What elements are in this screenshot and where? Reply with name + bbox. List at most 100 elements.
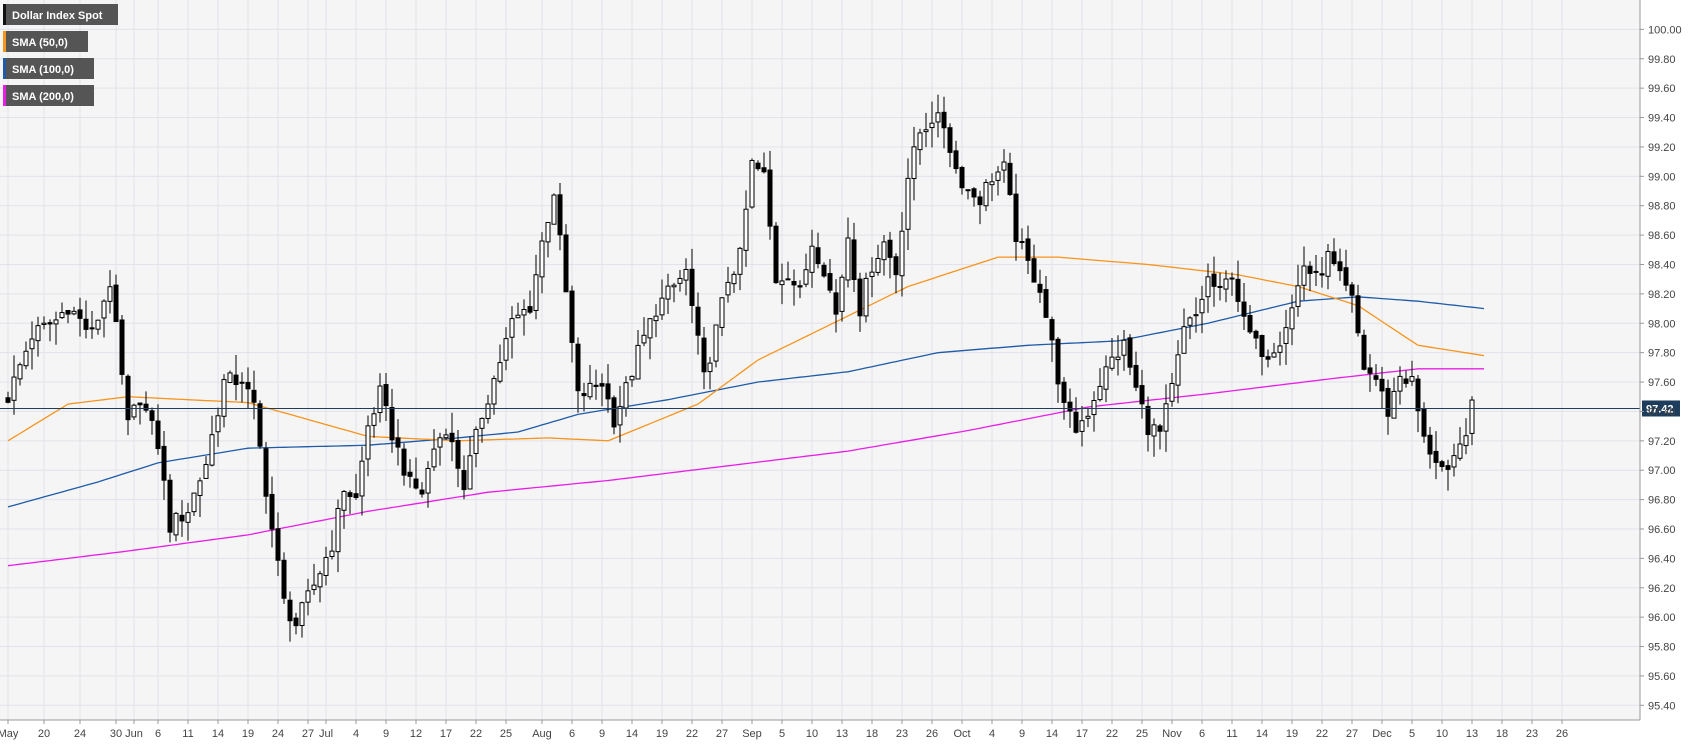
candle-body: [509, 318, 515, 338]
candle-body: [1379, 378, 1385, 392]
candle: [971, 187, 977, 207]
x-tick-label: 26: [1556, 728, 1568, 740]
candle: [581, 382, 587, 412]
x-tick-label: 6: [569, 728, 575, 740]
candle: [209, 415, 215, 467]
candle: [17, 362, 23, 386]
x-tick-label: 14: [212, 728, 224, 740]
candle: [983, 179, 989, 212]
candle: [1157, 423, 1163, 450]
candle-body: [527, 306, 533, 313]
candle: [593, 369, 599, 400]
x-tick-label: Sep: [742, 728, 762, 740]
candle: [1277, 331, 1283, 366]
x-tick-label: 17: [440, 728, 452, 740]
candle: [323, 546, 329, 586]
candle: [1337, 248, 1343, 281]
candle: [953, 140, 959, 174]
candle: [179, 500, 185, 537]
candle: [1229, 272, 1235, 296]
x-tick-label: 30: [110, 728, 122, 740]
candle: [1217, 272, 1223, 301]
candle: [923, 112, 929, 148]
candle: [1325, 244, 1331, 290]
candle: [185, 502, 191, 541]
candle-body: [311, 584, 317, 591]
x-tick-label: 25: [1136, 728, 1148, 740]
legend-item: SMA (200,0): [3, 85, 94, 106]
candle-body: [11, 376, 17, 401]
candle: [1457, 427, 1463, 461]
candle: [263, 442, 269, 514]
candle: [5, 391, 11, 404]
candle-body: [713, 324, 719, 362]
candle-body: [893, 256, 899, 276]
candle: [227, 370, 233, 384]
candle: [41, 316, 47, 330]
candle-body: [299, 602, 305, 626]
candle-body: [1247, 315, 1253, 333]
candle-body: [725, 281, 731, 296]
x-tick-label: 9: [1019, 728, 1025, 740]
x-tick-label: 11: [182, 728, 193, 740]
candle-body: [1103, 366, 1109, 390]
candle-body: [467, 455, 473, 490]
candle-body: [1061, 381, 1067, 403]
candle: [89, 310, 95, 339]
candle-body: [263, 448, 269, 497]
candle: [509, 306, 515, 359]
candle-body: [521, 309, 527, 316]
candle-body: [683, 268, 689, 281]
candle: [155, 404, 161, 455]
candle-body: [833, 292, 839, 315]
candle: [695, 292, 701, 355]
candle-body: [1211, 273, 1217, 287]
candle: [245, 367, 251, 409]
candle: [791, 269, 797, 306]
candle: [1313, 254, 1319, 286]
candle: [383, 373, 389, 422]
candle-body: [551, 194, 557, 225]
candle: [287, 591, 293, 642]
candle: [935, 94, 941, 138]
legend-item: SMA (50,0): [3, 31, 88, 52]
candle-body: [1049, 319, 1055, 341]
candle: [1433, 431, 1439, 480]
candle-body: [941, 111, 947, 129]
candle: [299, 601, 305, 638]
x-tick-label: Aug: [532, 728, 552, 740]
x-tick-label: 19: [1286, 728, 1298, 740]
candle: [1031, 244, 1037, 283]
candle: [137, 402, 143, 425]
legend-box: [3, 4, 118, 25]
candle-body: [149, 410, 155, 421]
last-price-tag: [1642, 400, 1680, 417]
candle: [443, 428, 449, 440]
y-tick-label: 99.20: [1648, 142, 1676, 154]
candle: [707, 356, 713, 390]
candle: [317, 570, 323, 603]
legend-swatch: [3, 4, 6, 25]
candle-body: [251, 389, 257, 403]
candle: [533, 254, 539, 320]
candle-body: [1097, 385, 1103, 401]
candle: [1073, 397, 1079, 434]
candle: [47, 319, 53, 342]
candle: [809, 229, 815, 288]
candle-body: [419, 489, 425, 495]
plot-background: [0, 0, 1640, 720]
candle: [1385, 379, 1391, 435]
candle-body: [503, 338, 509, 361]
candle-body: [1271, 352, 1277, 358]
candle-body: [821, 264, 827, 277]
candle: [1349, 281, 1355, 313]
candle-body: [257, 403, 263, 447]
y-tick-label: 95.40: [1648, 700, 1676, 712]
candle: [563, 224, 569, 293]
candle-body: [1445, 465, 1451, 470]
candle: [1469, 396, 1475, 446]
candle-body: [485, 403, 491, 419]
x-tick-label: Jul: [319, 728, 333, 740]
candle: [95, 319, 101, 335]
